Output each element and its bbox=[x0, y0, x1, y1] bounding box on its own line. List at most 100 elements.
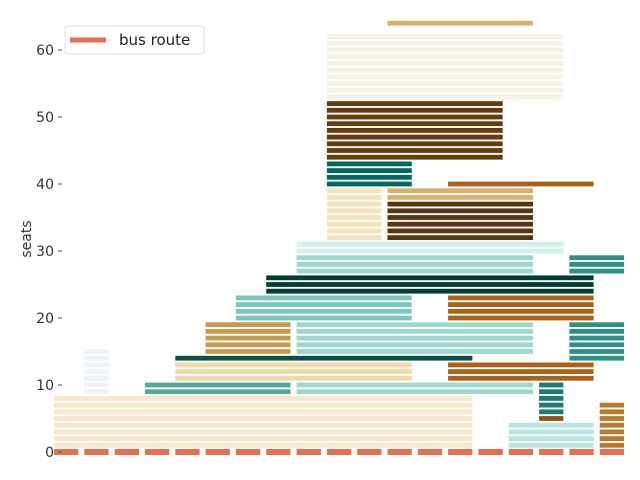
seat-stripe bbox=[448, 181, 594, 187]
seat-stripe bbox=[205, 322, 291, 328]
seat-block bbox=[448, 295, 594, 321]
seat-stripe bbox=[84, 369, 109, 374]
seat-stripe bbox=[599, 429, 624, 435]
seat-stripe bbox=[84, 362, 109, 368]
seat-stripe bbox=[326, 221, 382, 227]
seat-stripe bbox=[266, 282, 594, 287]
seat-stripe bbox=[599, 436, 624, 441]
seat-stripe bbox=[569, 322, 624, 328]
seat-stripe bbox=[326, 134, 503, 140]
seat-stripe bbox=[387, 188, 533, 194]
seat-stripe bbox=[235, 315, 412, 321]
bus-route-segment bbox=[266, 449, 291, 455]
seat-stripe bbox=[387, 215, 533, 220]
seat-stripe bbox=[326, 188, 382, 194]
seat-stripe bbox=[387, 20, 533, 26]
seat-stripe bbox=[326, 141, 503, 147]
seat-stripe bbox=[296, 322, 534, 328]
seat-stripe bbox=[387, 235, 533, 240]
seat-stripe bbox=[326, 87, 564, 93]
seat-stripe bbox=[326, 148, 503, 153]
y-tick-label: 20 bbox=[36, 311, 54, 327]
seat-block bbox=[296, 382, 534, 395]
seat-stripe bbox=[387, 221, 533, 227]
seat-stripe bbox=[326, 154, 503, 160]
seat-stripe bbox=[205, 349, 291, 354]
seat-stripe bbox=[54, 422, 473, 428]
seat-stripe bbox=[569, 329, 624, 334]
seat-stripe bbox=[326, 40, 564, 46]
seat-stripe bbox=[84, 375, 109, 381]
seat-stripe bbox=[175, 362, 412, 368]
seat-block bbox=[84, 349, 109, 395]
seat-stripe bbox=[175, 375, 412, 381]
seat-stripe bbox=[387, 201, 533, 207]
seat-stripe bbox=[326, 201, 382, 207]
bus-route-segment bbox=[175, 449, 200, 455]
seat-stripe bbox=[326, 161, 412, 167]
seat-block bbox=[235, 295, 412, 321]
seat-stripe bbox=[326, 81, 564, 86]
seat-block bbox=[54, 396, 473, 448]
bus-route-segment bbox=[145, 449, 170, 455]
y-tick-label: 10 bbox=[36, 378, 54, 394]
seat-block bbox=[326, 34, 564, 100]
bus-route-segment bbox=[84, 449, 109, 455]
seat-stripe bbox=[326, 181, 412, 187]
seat-stripe bbox=[599, 409, 624, 415]
seat-stripe bbox=[569, 255, 624, 261]
seat-stripe bbox=[508, 422, 594, 428]
seat-stripe bbox=[296, 255, 534, 261]
seat-stripe bbox=[448, 369, 594, 374]
seat-stripe bbox=[326, 168, 412, 173]
seat-stripe bbox=[266, 275, 594, 281]
seat-block bbox=[539, 416, 564, 421]
seat-stripe bbox=[296, 389, 534, 395]
seat-block bbox=[326, 188, 382, 240]
y-tick-label: 40 bbox=[36, 177, 54, 193]
seat-block bbox=[296, 241, 564, 254]
bus-route-segment bbox=[114, 449, 139, 455]
bus-route-segment bbox=[448, 449, 473, 455]
seat-stripe bbox=[296, 268, 534, 274]
seat-stripe bbox=[235, 302, 412, 307]
seat-stripe bbox=[54, 416, 473, 421]
seat-stripe bbox=[175, 355, 473, 361]
seat-stripe bbox=[54, 429, 473, 435]
seat-block bbox=[175, 355, 473, 361]
seat-stripe bbox=[326, 94, 564, 100]
seat-stripe bbox=[296, 262, 534, 267]
seat-stripe bbox=[54, 436, 473, 441]
seat-stripe bbox=[84, 349, 109, 354]
seat-stripe bbox=[326, 174, 412, 180]
seat-stripe bbox=[508, 436, 594, 441]
bus-route-segment bbox=[478, 449, 503, 455]
seat-stripe bbox=[539, 396, 564, 401]
seat-stripe bbox=[84, 355, 109, 361]
y-tick-label: 0 bbox=[45, 445, 54, 461]
seat-stripe bbox=[296, 382, 534, 388]
seat-stripe bbox=[296, 241, 564, 247]
seat-block bbox=[326, 161, 412, 187]
seat-block bbox=[508, 422, 594, 448]
seat-stripe bbox=[175, 369, 412, 374]
bus-route-segment bbox=[417, 449, 443, 455]
seat-stripe bbox=[326, 215, 382, 220]
seat-stripe bbox=[326, 34, 564, 39]
seat-stripe bbox=[326, 61, 564, 66]
seat-stripe bbox=[235, 295, 412, 301]
seat-block bbox=[266, 275, 594, 294]
seat-stripe bbox=[569, 355, 624, 361]
seat-stripe bbox=[205, 342, 291, 348]
bus-route-segment bbox=[235, 449, 261, 455]
seat-block bbox=[296, 255, 534, 274]
seat-stripe bbox=[569, 262, 624, 267]
seat-stripe bbox=[84, 382, 109, 388]
seat-block bbox=[448, 181, 594, 187]
seat-stripe bbox=[326, 114, 503, 120]
seat-block bbox=[569, 255, 624, 274]
seat-block bbox=[205, 322, 291, 354]
seat-stripe bbox=[448, 302, 594, 307]
seat-stripe bbox=[508, 442, 594, 448]
